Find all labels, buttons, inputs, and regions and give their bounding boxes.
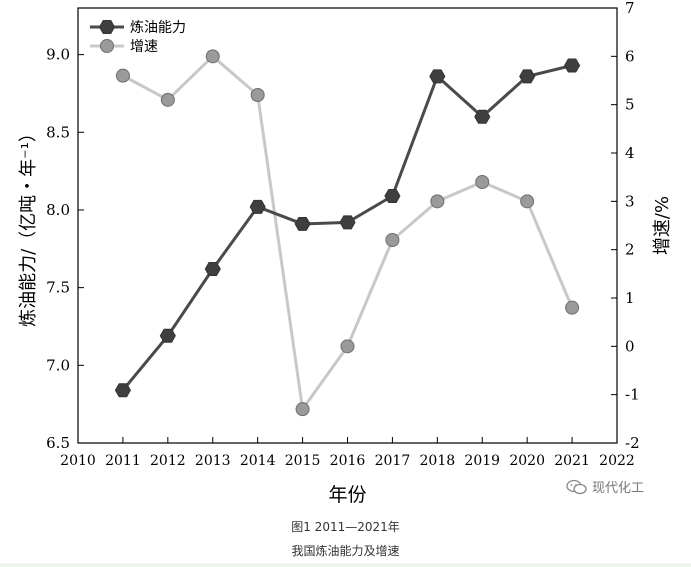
- data-point: [474, 109, 491, 124]
- data-point: [160, 92, 175, 107]
- y-axis-left-label: 炼油能力/（亿吨・年⁻¹）: [18, 124, 39, 327]
- y-right-tick-label: 6: [625, 47, 635, 65]
- x-tick-label: 2022: [599, 453, 635, 469]
- legend-marker: [100, 39, 114, 53]
- x-tick-label: 2016: [330, 453, 366, 469]
- plot-area: 2010 2011 2012 2013 2014 2015 2016 2017 2018 2019…: [46, 0, 639, 469]
- data-point: [115, 68, 130, 83]
- watermark: 现代化工: [566, 477, 644, 496]
- y-left-tick-label: 6.5: [46, 434, 70, 452]
- y-right-tick-label: 0: [625, 337, 635, 355]
- x-tick-label: 2017: [375, 453, 411, 469]
- figure-caption-line2: 我国炼油能力及增速: [291, 544, 400, 558]
- data-point: [384, 189, 401, 203]
- data-point: [520, 194, 535, 209]
- y-right-tick-label: 4: [625, 144, 635, 162]
- wechat-icon: [566, 479, 587, 494]
- series-line: [122, 54, 574, 414]
- data-point: [519, 69, 536, 84]
- data-point: [249, 199, 266, 214]
- x-tick-label: 2011: [105, 453, 141, 469]
- x-tick-label: 2019: [464, 453, 500, 469]
- data-point: [159, 328, 176, 343]
- data-point: [385, 233, 400, 247]
- legend-marker: [98, 20, 116, 34]
- figure-caption-line1: 图1 2011—2021年: [291, 520, 400, 534]
- y-left-tick-label: 7.0: [46, 356, 70, 374]
- data-point: [565, 300, 580, 315]
- y-right-tick-label: 5: [625, 96, 635, 114]
- data-point: [295, 402, 310, 417]
- data-point: [114, 383, 131, 398]
- y-right-tick-label: 3: [625, 192, 635, 210]
- y-right-tick-label: 2: [625, 241, 635, 259]
- data-point: [340, 339, 355, 354]
- y-left-tick-label: 7.5: [46, 279, 70, 297]
- x-tick-label: 2021: [554, 453, 590, 469]
- x-tick-label: 2014: [240, 453, 276, 469]
- y-left-tick-label: 8.5: [46, 123, 70, 141]
- watermark-text: 现代化工: [592, 481, 645, 496]
- x-tick-label: 2018: [420, 453, 456, 469]
- data-point: [430, 194, 445, 209]
- y-left-tick-label: 9.0: [46, 46, 70, 64]
- chart: 2010 2011 2012 2013 2014 2015 2016 2017 2018 2019…: [18, 0, 673, 506]
- x-tick-label: 2013: [195, 453, 231, 469]
- y-axis-right-label: 增速/%: [652, 196, 673, 255]
- y-left-tick-label: 8.0: [46, 201, 70, 219]
- x-tick-label: 2020: [509, 453, 545, 469]
- legend-label: 增速: [130, 39, 158, 55]
- data-point: [564, 58, 581, 73]
- x-axis-label: 年份: [328, 484, 366, 506]
- data-point: [205, 49, 220, 64]
- x-tick-label: 2015: [285, 453, 321, 469]
- data-point: [429, 69, 446, 84]
- x-tick-label: 2012: [150, 453, 186, 469]
- data-point: [250, 88, 265, 102]
- bottom-strip: [0, 563, 691, 567]
- data-point: [294, 217, 311, 231]
- x-tick-label: 2010: [60, 453, 96, 469]
- data-point: [475, 175, 490, 189]
- data-point: [204, 262, 221, 276]
- y-right-tick-label: 7: [625, 0, 635, 17]
- y-right-tick-label: -1: [625, 386, 640, 404]
- data-point: [339, 215, 356, 230]
- legend-label: 炼油能力: [130, 20, 186, 36]
- y-right-tick-label: 1: [625, 289, 635, 307]
- y-right-tick-label: -2: [625, 434, 640, 452]
